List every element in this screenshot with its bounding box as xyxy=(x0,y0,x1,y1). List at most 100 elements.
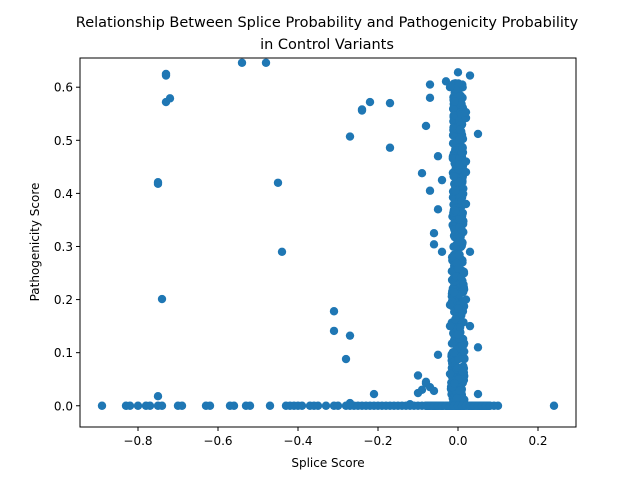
tick-label: 0.2 xyxy=(528,434,547,448)
band-point xyxy=(454,304,463,314)
data-point xyxy=(321,401,331,410)
tick-label: −0.8 xyxy=(123,434,152,448)
data-point xyxy=(445,300,455,310)
data-point xyxy=(245,401,255,410)
tick-label: 0.0 xyxy=(54,399,73,413)
data-point xyxy=(421,377,431,387)
data-point xyxy=(461,107,471,117)
plot-frame xyxy=(79,57,577,428)
band-point xyxy=(449,288,459,297)
tick-label: 0.2 xyxy=(54,293,73,307)
band-point xyxy=(459,269,469,278)
data-point xyxy=(461,167,471,177)
band-point xyxy=(458,143,467,152)
data-point xyxy=(421,121,431,131)
data-point xyxy=(177,401,187,410)
tick-label: 0.1 xyxy=(54,346,73,360)
band-point xyxy=(459,285,469,294)
band-point xyxy=(449,172,458,181)
data-point xyxy=(473,389,483,399)
data-point xyxy=(425,93,435,103)
band-point xyxy=(449,104,458,114)
data-point xyxy=(429,240,439,249)
band-point xyxy=(455,386,464,395)
data-point xyxy=(297,401,307,410)
band-point xyxy=(454,264,463,273)
data-points xyxy=(97,58,559,410)
data-point xyxy=(449,348,459,357)
band-point xyxy=(447,252,457,262)
data-point xyxy=(369,389,379,399)
data-point xyxy=(157,401,167,410)
band-point xyxy=(455,160,464,169)
data-point xyxy=(329,307,339,316)
data-point xyxy=(237,58,247,67)
data-point xyxy=(437,247,447,256)
data-point xyxy=(329,326,339,336)
band-point xyxy=(450,97,459,106)
data-point xyxy=(461,157,471,166)
data-point xyxy=(465,247,475,256)
data-point xyxy=(417,385,427,395)
data-point xyxy=(433,152,443,161)
y-axis-label: Pathogenicity Score xyxy=(28,183,42,302)
band-point xyxy=(455,213,464,223)
data-point xyxy=(461,295,471,304)
data-point xyxy=(433,350,443,359)
tick-label: −0.2 xyxy=(363,434,392,448)
data-point xyxy=(493,401,503,410)
data-point xyxy=(425,80,435,89)
band-point xyxy=(454,250,464,260)
data-point xyxy=(153,392,163,401)
band-point xyxy=(451,206,460,216)
tick-label: 0.4 xyxy=(54,187,73,201)
tick-label: −0.6 xyxy=(203,434,232,448)
data-point xyxy=(425,186,435,195)
band-point xyxy=(454,354,463,364)
band-point xyxy=(448,154,458,163)
data-point xyxy=(457,226,467,235)
data-point xyxy=(465,71,475,80)
tick-label: 0.5 xyxy=(54,134,73,148)
band-point xyxy=(451,186,460,195)
data-point xyxy=(341,354,351,364)
data-point xyxy=(453,68,463,77)
data-point xyxy=(265,401,275,410)
data-point xyxy=(157,294,167,304)
data-point xyxy=(461,113,471,123)
data-point xyxy=(473,343,483,352)
data-point xyxy=(385,98,395,108)
data-point xyxy=(465,321,475,331)
band-point xyxy=(455,323,465,332)
band-point xyxy=(458,367,468,377)
data-point xyxy=(445,321,455,331)
data-point xyxy=(273,178,283,187)
data-point xyxy=(153,178,163,187)
data-point xyxy=(125,401,135,410)
band-point xyxy=(447,339,457,348)
data-point xyxy=(133,401,143,410)
tick-label: −0.4 xyxy=(283,434,312,448)
tick-label: 0.6 xyxy=(54,81,73,95)
band-point xyxy=(455,135,464,144)
data-point xyxy=(429,229,439,238)
data-point xyxy=(161,69,171,79)
data-point xyxy=(333,401,343,410)
data-point xyxy=(345,331,355,340)
data-point xyxy=(385,143,395,152)
data-point xyxy=(345,132,355,141)
data-point xyxy=(405,399,415,409)
data-point xyxy=(205,401,215,410)
x-axis-label: Splice Score xyxy=(291,456,364,470)
data-point xyxy=(413,371,423,380)
data-point xyxy=(429,386,439,396)
data-point xyxy=(365,97,375,107)
data-point xyxy=(549,401,559,410)
tick-label: 0.0 xyxy=(448,434,467,448)
data-point xyxy=(473,129,483,139)
y-axis-ticks: 0.0 0.1 0.2 0.3 0.4 0.5 0.6 xyxy=(54,81,80,413)
chart-title-line-1: Relationship Between Splice Probability … xyxy=(76,15,579,31)
band-point xyxy=(455,237,464,246)
